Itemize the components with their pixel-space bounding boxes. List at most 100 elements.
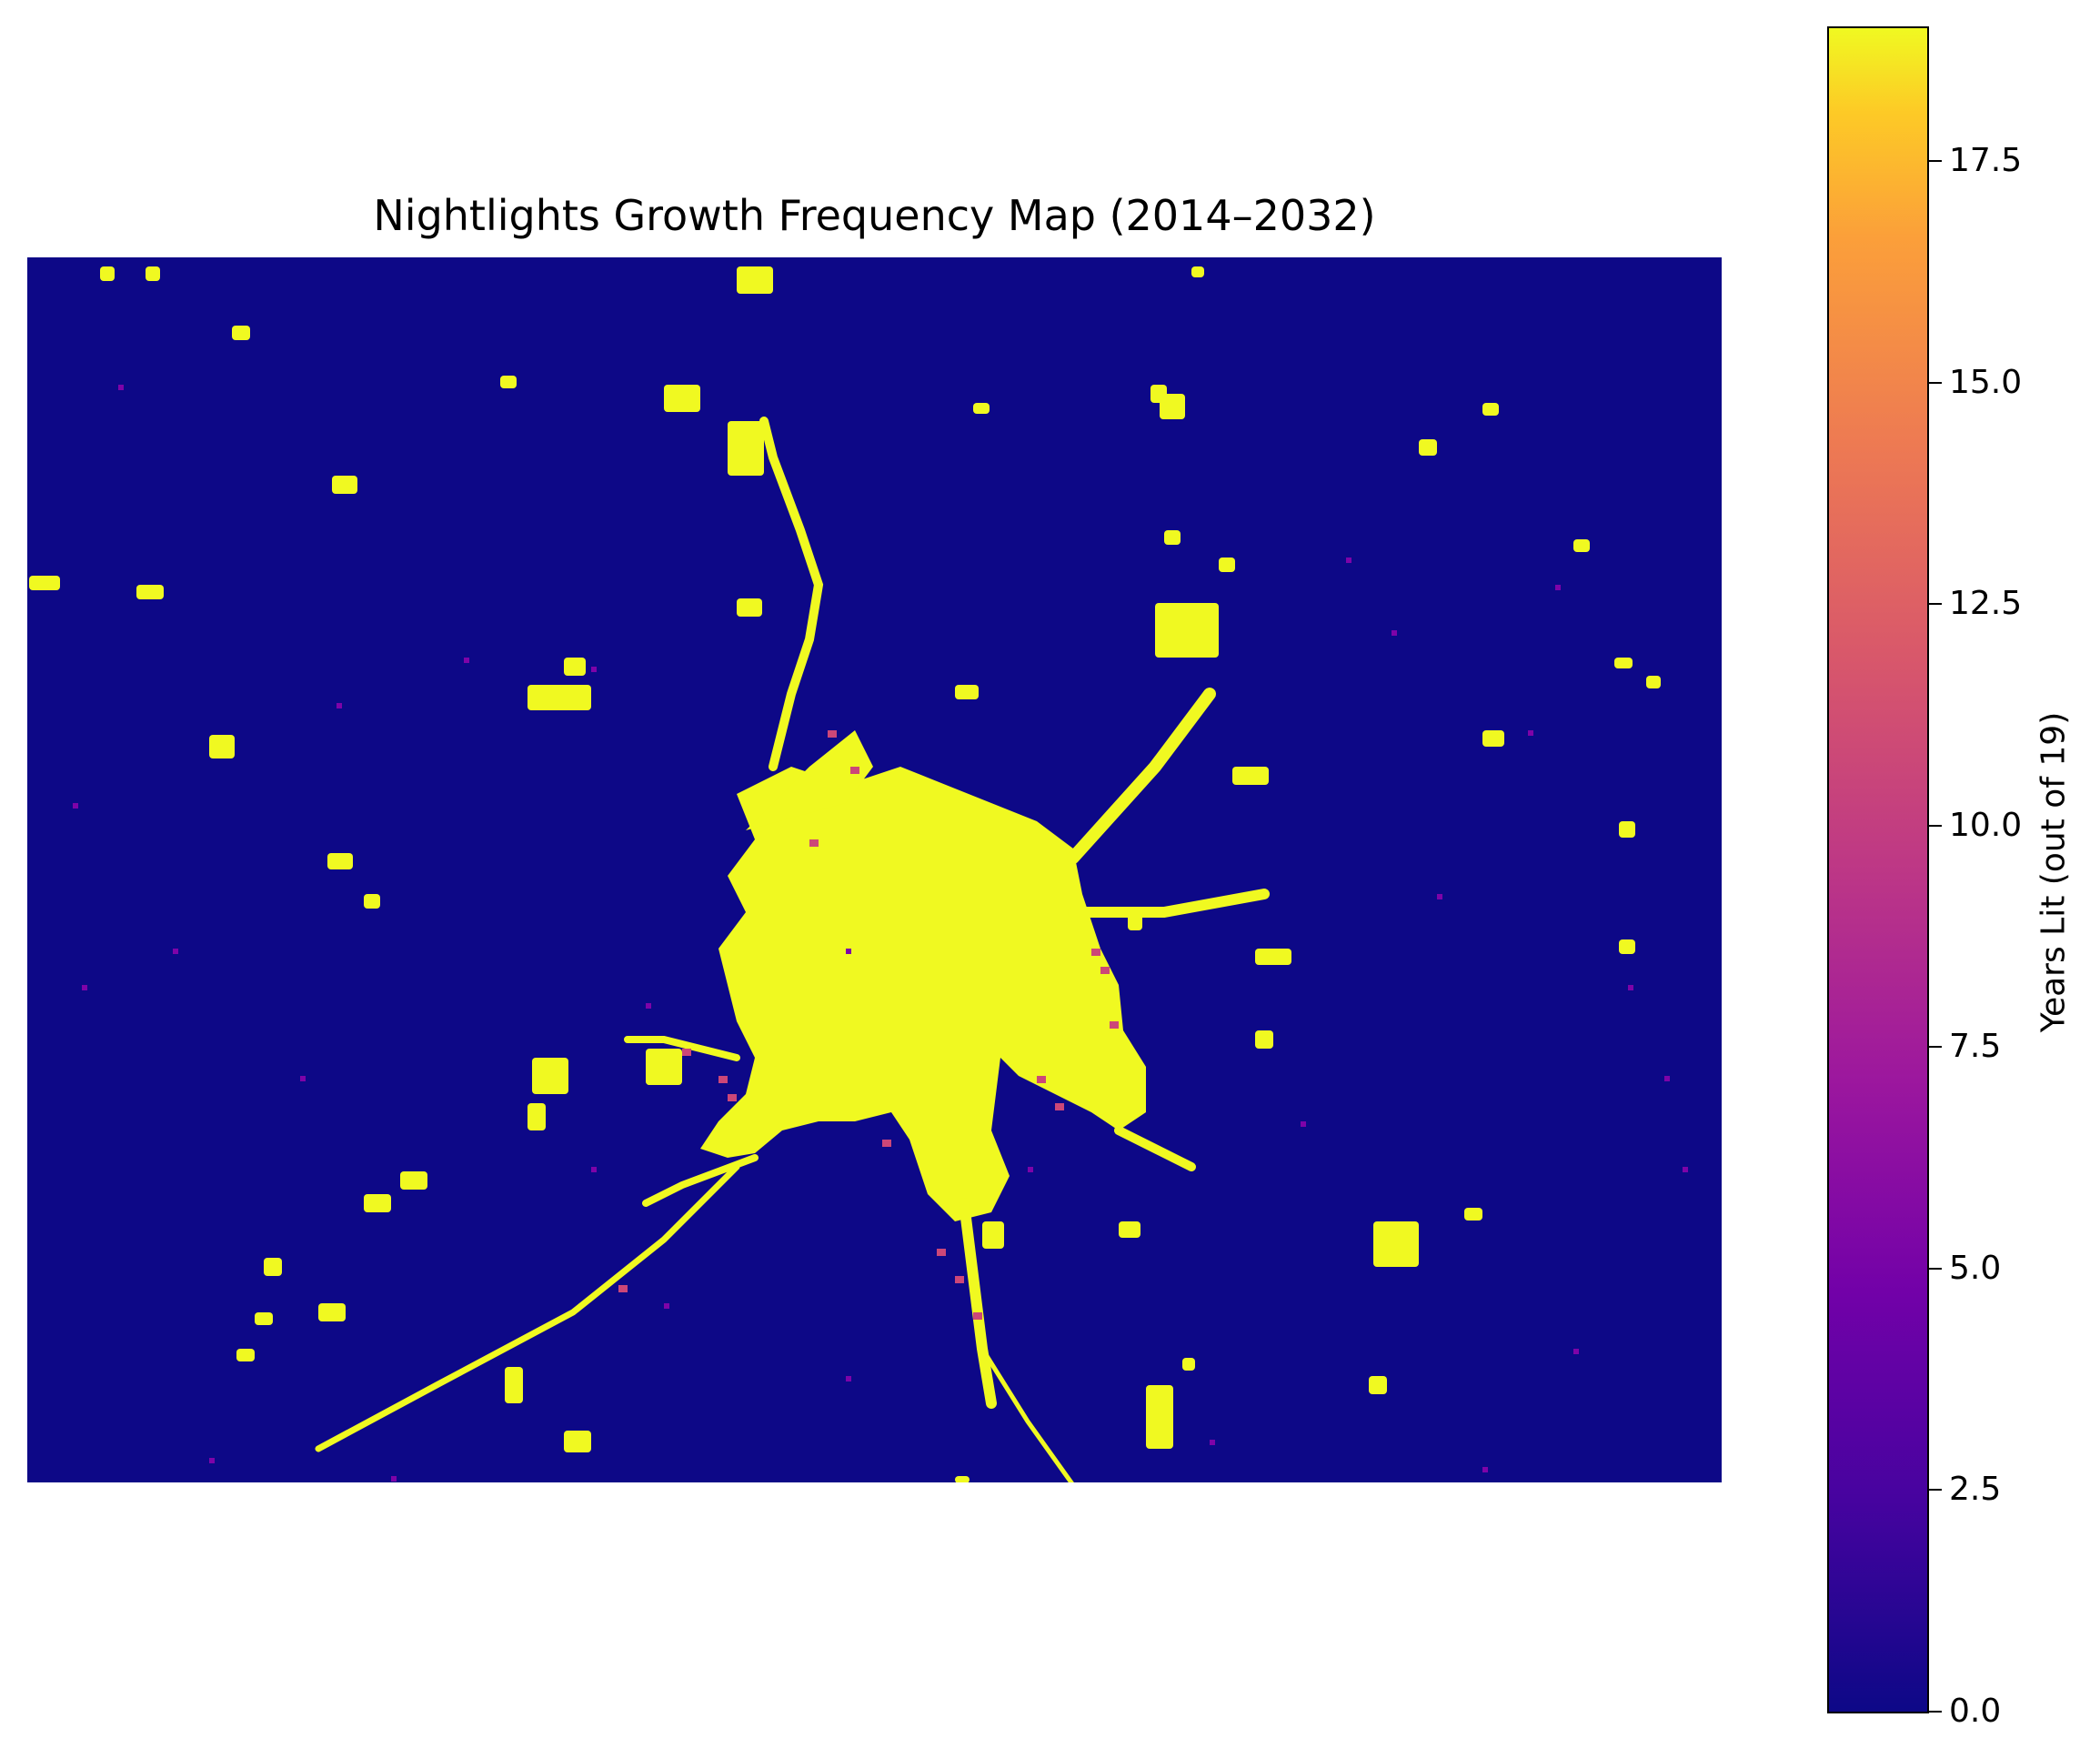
speck	[1573, 1349, 1579, 1354]
road-southwest	[315, 1163, 740, 1452]
chart-title: Nightlights Growth Frequency Map (2014–2…	[373, 191, 1376, 240]
town	[1182, 1358, 1195, 1371]
town	[1482, 403, 1499, 416]
speck	[1628, 985, 1633, 990]
town	[364, 894, 380, 909]
town	[364, 1194, 391, 1212]
colorbar-gradient	[1829, 28, 1927, 1712]
town	[1255, 1030, 1273, 1049]
town	[664, 385, 700, 412]
town	[236, 1349, 255, 1361]
colorbar-tick-mark	[1929, 1267, 1942, 1270]
town	[1573, 539, 1590, 552]
fringe-pixel	[1110, 1021, 1119, 1029]
speck	[646, 1003, 651, 1009]
fringe-pixel	[718, 1076, 728, 1083]
town	[1219, 558, 1235, 572]
town	[505, 1367, 523, 1403]
town	[1419, 439, 1437, 456]
heatmap-plot-area	[27, 257, 1722, 1482]
colorbar-tick-label: 2.5	[1949, 1471, 2002, 1509]
colorbar-tick-label: 17.5	[1949, 142, 2023, 180]
speck	[1482, 1467, 1488, 1472]
town	[146, 266, 160, 281]
speck	[1683, 1167, 1688, 1172]
town	[327, 853, 353, 869]
town	[1464, 1208, 1482, 1221]
road-north	[759, 417, 824, 771]
town	[400, 1171, 427, 1190]
fringe-pixel	[850, 767, 859, 774]
speck	[1301, 1121, 1306, 1127]
fringe-pixel	[828, 730, 837, 738]
speck	[300, 1076, 306, 1081]
city-core-north	[746, 730, 873, 830]
colorbar-tick-mark	[1929, 381, 1942, 384]
speck	[209, 1458, 215, 1463]
colorbar-tick-mark	[1929, 603, 1942, 606]
colorbar-tick-mark	[1929, 1489, 1942, 1492]
town	[1146, 1385, 1173, 1449]
road-east-south	[1114, 1126, 1196, 1171]
colorbar-tick-mark	[1929, 1046, 1942, 1049]
speck	[391, 1476, 397, 1482]
speck	[73, 803, 78, 809]
town	[1619, 939, 1635, 954]
colorbar	[1827, 26, 1929, 1713]
speck	[118, 385, 124, 390]
fringe-pixel	[937, 1249, 946, 1256]
town	[255, 1312, 273, 1325]
town	[982, 1221, 1004, 1249]
heatmap-canvas	[29, 266, 1688, 1482]
town	[29, 576, 60, 590]
fringe-pixel	[728, 1094, 737, 1101]
speck	[591, 667, 597, 672]
town	[955, 1476, 970, 1482]
town	[737, 266, 773, 294]
town	[737, 598, 762, 617]
speck	[846, 949, 851, 954]
speck	[1528, 730, 1533, 736]
speck	[1664, 1076, 1670, 1081]
colorbar-tick-label: 15.0	[1949, 363, 2023, 401]
speck	[846, 1376, 851, 1381]
town	[728, 421, 764, 476]
speck	[464, 658, 469, 663]
town	[232, 326, 250, 340]
town	[1614, 658, 1633, 668]
road-northeast	[1067, 688, 1216, 864]
road-west	[624, 1036, 740, 1061]
town	[528, 685, 591, 710]
town	[1119, 1221, 1140, 1238]
fringe-pixel	[1037, 1076, 1046, 1083]
speck	[1346, 558, 1351, 563]
town	[1373, 1221, 1419, 1267]
town	[1619, 821, 1635, 838]
road-east	[1068, 889, 1270, 918]
colorbar-tick-label: 10.0	[1949, 806, 2023, 844]
town	[773, 1049, 800, 1067]
town	[1128, 912, 1142, 930]
town	[100, 266, 115, 281]
speck	[664, 1303, 669, 1309]
town	[1164, 530, 1181, 545]
town	[1155, 603, 1219, 658]
town	[1191, 266, 1204, 277]
fringe-pixel	[1100, 967, 1110, 974]
town	[500, 376, 517, 388]
fringe-pixel	[1055, 1103, 1064, 1110]
town	[955, 685, 979, 699]
colorbar-label: Years Lit (out of 19)	[2035, 711, 2073, 1033]
fringe-pixel	[1091, 949, 1100, 956]
town	[136, 585, 164, 599]
town	[1482, 730, 1504, 747]
fringe-pixel	[618, 1285, 628, 1292]
town	[528, 1103, 546, 1130]
colorbar-tick-mark	[1929, 1711, 1942, 1713]
speck	[591, 1167, 597, 1172]
speck	[1028, 1167, 1033, 1172]
speck	[1210, 1440, 1215, 1445]
town	[209, 735, 235, 758]
colorbar-tick-label: 5.0	[1949, 1249, 2002, 1287]
